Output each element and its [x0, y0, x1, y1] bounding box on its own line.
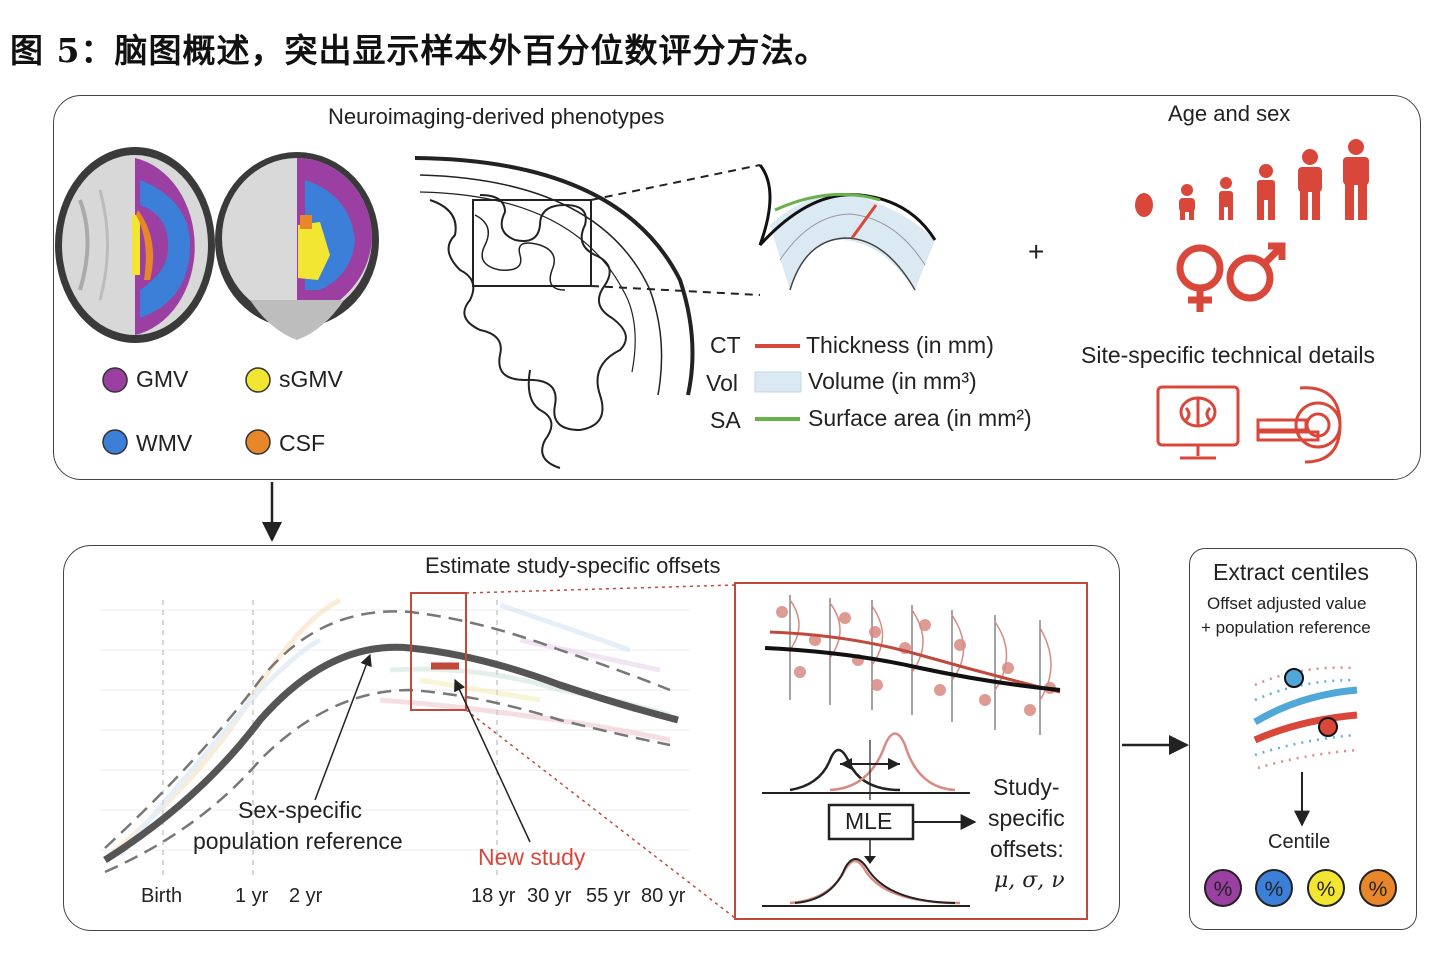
centile-badge-text: % — [1369, 878, 1388, 901]
plus-sign: + — [1028, 236, 1045, 267]
computer-brain-icon — [1156, 385, 1240, 460]
offset-zoom-box — [734, 582, 1088, 920]
centile-badge-sgmv — [1307, 869, 1345, 907]
gmv-swatch — [102, 367, 128, 393]
cortex-zoom — [758, 164, 937, 291]
axial-brain-image — [55, 147, 215, 343]
offset-scatter — [764, 595, 1061, 735]
wmv-swatch — [102, 429, 128, 455]
growth-chart — [100, 584, 736, 919]
measure-ct-label: Thickness (in mm) — [806, 332, 994, 358]
age-figures-icon — [1135, 139, 1369, 220]
measure-vol-abbr: Vol — [706, 370, 738, 396]
centile-badge-text: % — [1214, 878, 1233, 901]
tick-55yr: 55 yr — [586, 885, 631, 907]
measure-ct-abbr: CT — [710, 332, 741, 358]
tick-2yr: 2 yr — [289, 885, 323, 907]
ref-label-line2: population reference — [193, 828, 403, 854]
sgmv-swatch — [245, 367, 271, 393]
offsets-line2: specific — [988, 805, 1065, 831]
centiles-panel — [1189, 548, 1417, 930]
tick-1yr: 1 yr — [235, 885, 269, 907]
legend-sgmv-label: sGMV — [279, 366, 343, 392]
centile-badge-text: % — [1317, 878, 1336, 901]
site-details-title: Site-specific technical details — [1081, 342, 1376, 368]
centile-badges: % % % % — [1204, 869, 1397, 907]
cortex-schematic — [414, 156, 761, 469]
centile-illustration — [1253, 666, 1358, 827]
volume-swatch — [754, 371, 802, 393]
measure-vol-label: Volume (in mm³) — [808, 368, 977, 394]
phenotypes-title: Neuroimaging-derived phenotypes — [328, 104, 665, 129]
tick-birth: Birth — [141, 885, 183, 907]
tick-18yr: 18 yr — [471, 885, 516, 907]
tick-30yr: 30 yr — [527, 885, 572, 907]
sex-symbols-icon — [1176, 242, 1286, 312]
measure-sa-label: Surface area (in mm²) — [808, 405, 1032, 431]
centiles-subtitle-1: Offset adjusted value — [1207, 594, 1367, 613]
centiles-title: Extract centiles — [1213, 559, 1369, 585]
mri-scanner-icon — [1256, 386, 1342, 464]
legend-csf-label: CSF — [279, 430, 325, 456]
offsets-params: μ, σ, ν — [994, 868, 1065, 893]
offsets-title: Estimate study-specific offsets — [425, 553, 721, 578]
centiles-subtitle-2: + population reference — [1201, 618, 1371, 637]
figure-caption: 图 5：脑图概述，突出显示样本外百分位数评分方法。 — [10, 31, 829, 70]
legend-wmv-label: WMV — [136, 430, 193, 456]
measure-sa-abbr: SA — [710, 407, 741, 433]
coronal-brain-image — [215, 152, 379, 340]
new-study-label: New study — [478, 844, 586, 870]
tick-80yr: 80 yr — [641, 885, 686, 907]
mle-label: MLE — [845, 808, 893, 834]
centile-badge-text: % — [1265, 878, 1284, 901]
age-sex-title: Age and sex — [1168, 101, 1291, 126]
legend-gmv-label: GMV — [136, 366, 189, 392]
offset-distributions — [762, 732, 977, 907]
ref-label-line1: Sex-specific — [238, 797, 362, 823]
centile-badge-wmv — [1255, 869, 1293, 907]
centile-label: Centile — [1268, 831, 1331, 853]
offsets-line3: offsets: — [990, 836, 1064, 862]
csf-swatch — [245, 429, 271, 455]
centile-badge-gmv — [1204, 869, 1242, 907]
centile-badge-csf — [1359, 869, 1397, 907]
offsets-line1: Study- — [993, 774, 1060, 800]
